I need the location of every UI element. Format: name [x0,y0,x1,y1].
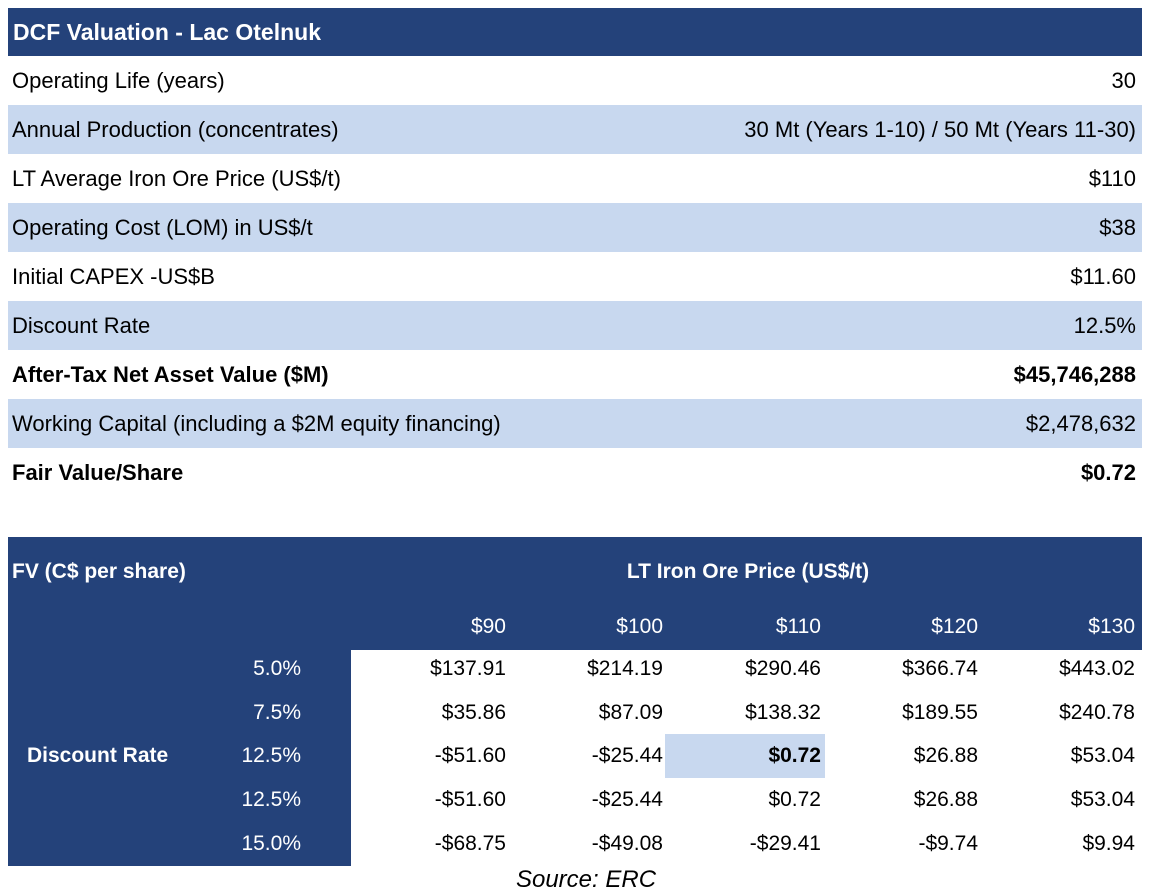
dcf-row-value: $0.72 [1080,459,1136,485]
price-header: $100 [616,615,663,638]
fair-value-cell: $35.86 [441,701,506,724]
fair-value-cell: -$51.60 [434,788,506,811]
dcf-row-net-asset-value: After-Tax Net Asset Value ($M) $45,746,2… [8,350,1142,399]
dcf-row-operating-cost: Operating Cost (LOM) in US$/t $38 [8,203,1142,252]
discount-rate-value: 12.5% [241,788,301,811]
fair-value-cell: $290.46 [745,657,821,680]
dcf-row-operating-life: Operating Life (years) 30 [8,56,1142,105]
highlighted-cell-bg [665,734,825,778]
fair-value-cell: $137.91 [430,657,506,680]
dcf-row-value: $45,746,288 [1013,361,1136,387]
sensitivity-corner-label: FV (C$ per share) [12,560,186,583]
fair-value-cell: $138.32 [745,701,821,724]
discount-rate-value: 7.5% [253,701,301,724]
fair-value-cell: $26.88 [913,788,978,811]
fair-value-cell: $214.19 [587,657,663,680]
dcf-row-value: 30 Mt (Years 1-10) / 50 Mt (Years 11-30) [744,116,1136,142]
dcf-valuation-table: DCF Valuation - Lac Otelnuk Operating Li… [8,8,1142,497]
discount-rate-value: 15.0% [241,832,301,855]
base-case-fair-value-cell: $0.72 [768,744,821,767]
dcf-row-annual-production: Annual Production (concentrates) 30 Mt (… [8,105,1142,154]
fair-value-cell: $366.74 [902,657,978,680]
dcf-row-value: 12.5% [1073,312,1136,338]
fair-value-cell: $240.78 [1059,701,1135,724]
dcf-row-iron-ore-price: LT Average Iron Ore Price (US$/t) $110 [8,154,1142,203]
dcf-row-label: Annual Production (concentrates) [12,116,339,142]
dcf-title: DCF Valuation - Lac Otelnuk [8,8,1142,56]
sensitivity-header-band [8,537,1142,650]
fair-value-cell: $26.88 [913,744,978,767]
discount-rate-value: 5.0% [253,657,301,680]
sensitivity-rate-band [8,650,351,866]
dcf-row-label: Fair Value/Share [12,459,184,485]
discount-rate-value: 12.5% [241,744,301,767]
discount-rate-group-label: Discount Rate [27,744,169,767]
dcf-row-discount-rate: Discount Rate 12.5% [8,301,1142,350]
price-header: $130 [1088,615,1135,638]
dcf-row-value: $2,478,632 [1025,410,1136,436]
dcf-row-label: LT Average Iron Ore Price (US$/t) [12,165,341,191]
fair-value-cell: -$68.75 [434,832,506,855]
dcf-row-label: Initial CAPEX -US$B [12,263,215,289]
dcf-row-value: $11.60 [1070,263,1136,289]
price-group-label: LT Iron Ore Price (US$/t) [626,560,870,583]
fair-value-cell: $443.02 [1059,657,1135,680]
source-caption: Source: ERC [515,866,657,893]
dcf-row-value: $110 [1088,165,1136,191]
dcf-row-label: After-Tax Net Asset Value ($M) [12,361,329,387]
dcf-row-working-capital: Working Capital (including a $2M equity … [8,399,1142,448]
fair-value-cell: $0.72 [768,788,821,811]
dcf-row-label: Operating Life (years) [12,67,225,93]
dcf-row-value: 30 [1111,67,1136,93]
sensitivity-table: FV (C$ per share) LT Iron Ore Price (US$… [8,537,1142,866]
dcf-row-label: Discount Rate [12,312,151,338]
dcf-row-initial-capex: Initial CAPEX -US$B $11.60 [8,252,1142,301]
fair-value-cell: $189.55 [902,701,978,724]
dcf-row-value: $38 [1099,214,1136,240]
dcf-row-label: Working Capital (including a $2M equity … [12,410,501,436]
fair-value-cell: -$9.74 [918,832,978,855]
dcf-row-label: Operating Cost (LOM) in US$/t [12,214,313,240]
fair-value-cell: $9.94 [1082,832,1135,855]
fair-value-cell: $53.04 [1070,744,1135,767]
fair-value-cell: -$29.41 [749,832,821,855]
dcf-row-fair-value-share: Fair Value/Share $0.72 [8,448,1142,497]
price-header: $110 [775,615,821,638]
fair-value-cell: -$25.44 [591,788,663,811]
fair-value-cell: -$51.60 [434,744,506,767]
fair-value-cell: -$49.08 [591,832,663,855]
fair-value-cell: -$25.44 [591,744,663,767]
fair-value-cell: $87.09 [598,701,663,724]
price-header: $90 [470,615,506,638]
price-header: $120 [931,615,978,638]
fair-value-cell: $53.04 [1070,788,1135,811]
